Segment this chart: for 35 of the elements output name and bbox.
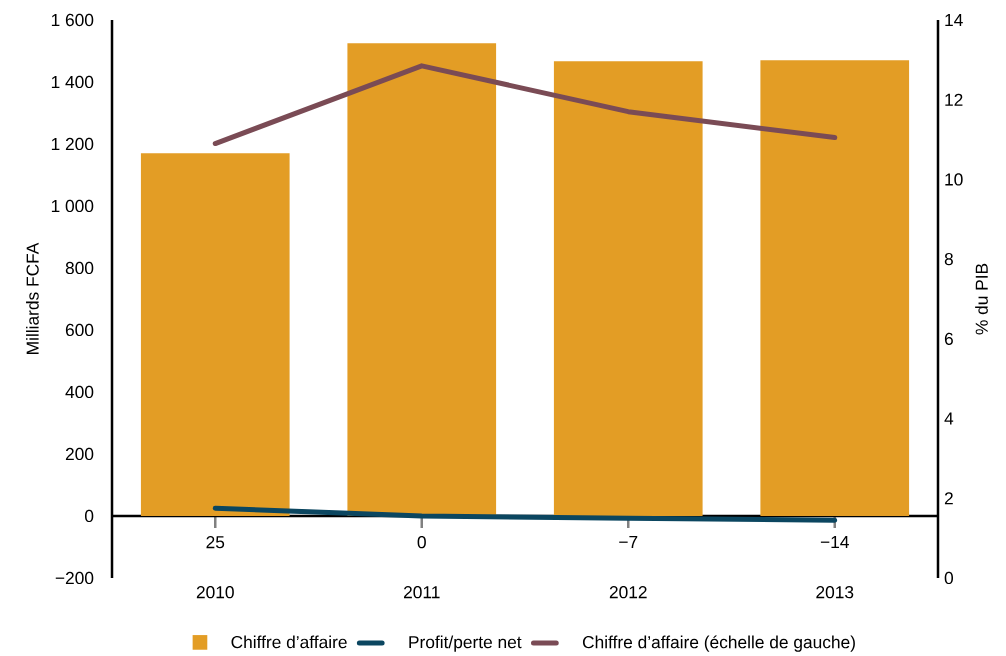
x-tick-label: 2012 [609, 586, 647, 599]
x-tick-label: 2010 [196, 586, 234, 599]
y-tick-label: 1 600 [51, 13, 94, 27]
y2-tick-label: 2 [944, 492, 953, 505]
data-label: −14 [820, 536, 849, 548]
y-tick-label: −200 [55, 571, 94, 585]
legend-label: Chiffre d’affaire (échelle de gauche) [582, 635, 855, 652]
legend-label: Profit/perte net [409, 635, 522, 652]
y-tick-label: 400 [65, 385, 94, 399]
bar [553, 61, 703, 516]
y2-tick-label: 0 [944, 571, 954, 585]
y-tick-label: 1 400 [51, 75, 94, 89]
legend-label: Chiffre d’affaire [231, 635, 347, 649]
x-tick-label: 2011 [404, 586, 440, 599]
x-tick-label: 2013 [816, 586, 854, 599]
y-tick-label: 800 [65, 261, 94, 275]
y2-tick-label: 14 [945, 14, 963, 26]
data-label: −7 [619, 536, 638, 548]
data-label: 25 [206, 536, 225, 549]
y-tick-label: 1 200 [51, 137, 94, 151]
y2-tick-label: 10 [945, 173, 963, 186]
y-tick-label: 200 [65, 447, 94, 461]
y2-axis-title: % du PIB [975, 263, 988, 335]
data-label: 0 [417, 536, 426, 549]
bar [760, 60, 910, 516]
y-tick-label: 0 [84, 509, 94, 523]
y-tick-label: 1 000 [51, 199, 94, 213]
y2-tick-label: 12 [945, 93, 963, 106]
y-axis-title: Milliards FCFA [26, 242, 39, 354]
y2-tick-label: 6 [944, 332, 953, 345]
y-tick-label: 600 [65, 323, 94, 337]
y2-tick-label: 4 [944, 412, 954, 425]
bar [347, 43, 497, 516]
bar [140, 153, 290, 516]
y2-tick-label: 8 [944, 252, 953, 266]
